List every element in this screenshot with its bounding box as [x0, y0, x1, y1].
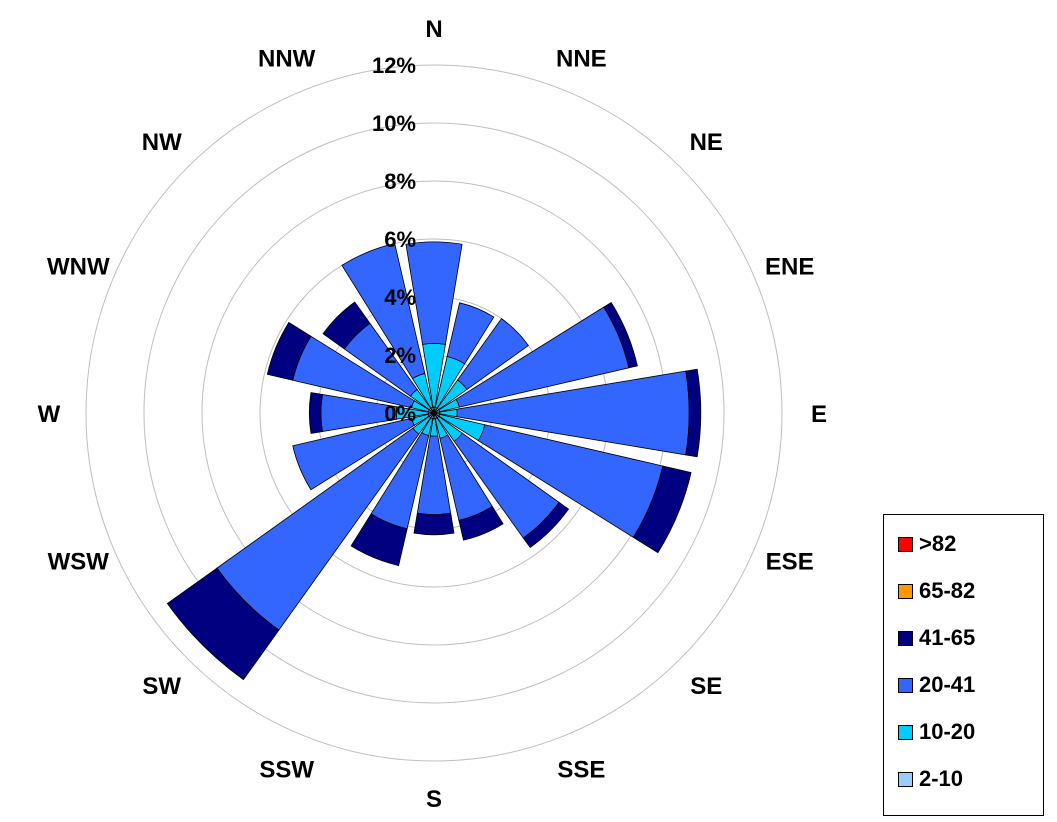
legend-item: 10-20: [898, 717, 975, 747]
radial-tick-label: 10%: [372, 111, 416, 136]
legend-item: 41-65: [898, 623, 975, 653]
legend-item: >82: [898, 529, 956, 559]
petal-n-s3: [405, 241, 463, 345]
direction-label-s: S: [426, 786, 442, 813]
radial-tick-label: 4%: [384, 285, 416, 310]
petal-ne-s3: [457, 318, 529, 390]
legend-swatch: [898, 583, 913, 599]
radial-tick-label: 2%: [384, 343, 416, 368]
direction-label-e: E: [811, 401, 827, 428]
radial-tick-label: 12%: [372, 53, 416, 78]
direction-label-wnw: WNW: [47, 254, 110, 281]
grid-ring: [85, 64, 783, 762]
legend-label: 41-65: [919, 625, 976, 650]
direction-label-nw: NW: [142, 129, 182, 156]
direction-label-se: SE: [690, 673, 722, 700]
legend-item: 65-82: [898, 576, 975, 606]
direction-label-nnw: NNW: [258, 45, 316, 72]
radial-tick-label: 8%: [384, 169, 416, 194]
legend-swatch: [898, 724, 913, 740]
direction-label-n: N: [425, 16, 442, 43]
radial-tick-label: 6%: [384, 227, 416, 252]
radial-tick-label: 0%: [384, 401, 416, 426]
legend-swatch: [898, 677, 913, 693]
direction-label-ene: ENE: [765, 254, 814, 281]
petal-sw-s4: [166, 567, 280, 681]
direction-label-ne: NE: [690, 129, 723, 156]
petal-nw-s4: [322, 301, 371, 350]
legend-label: >82: [919, 531, 957, 556]
direction-label-sse: SSE: [557, 757, 605, 784]
petal-wsw-s3: [292, 417, 415, 491]
direction-label-wsw: WSW: [48, 548, 110, 575]
direction-label-ssw: SSW: [259, 757, 314, 784]
petal-e-s4: [685, 368, 702, 458]
petal-nne-s3: [446, 302, 495, 365]
petal-ese-s4: [632, 465, 692, 554]
legend-label: 65-82: [919, 578, 976, 603]
petal-wnw-s4: [266, 321, 312, 381]
petal-w-s4: [308, 392, 323, 434]
direction-label-ese: ESE: [766, 548, 814, 575]
direction-label-sw: SW: [142, 673, 181, 700]
petal-ene-s4: [603, 301, 638, 369]
legend: >82 65-82 41-65 20-41 10-20 2-10: [883, 514, 1044, 816]
legend-label: 2-10: [919, 766, 964, 791]
petal-s-s4: [413, 512, 455, 536]
legend-swatch: [898, 536, 913, 552]
legend-label: 10-20: [919, 719, 976, 744]
direction-label-nne: NNE: [556, 45, 607, 72]
legend-swatch: [898, 771, 913, 787]
legend-item: 2-10: [898, 764, 963, 794]
direction-label-w: W: [38, 401, 61, 428]
direction-labels: N NNE NE ENE E ESE SE SSE S SSW SW WSW W WNW NW NNW: [38, 16, 827, 813]
petal-nnw-s3: [341, 243, 426, 380]
wind-rose-petals: [166, 241, 702, 681]
legend-label: 20-41: [919, 672, 976, 697]
petal-sse-s4: [458, 505, 504, 541]
grid-ring: [143, 122, 725, 704]
legend-swatch: [898, 630, 913, 646]
petal-ssw-s4: [350, 513, 408, 567]
legend-item: 20-41: [898, 670, 975, 700]
petal-se-s4: [522, 501, 570, 549]
radial-tick-labels: 0% 2% 4% 6% 8% 10% 12%: [372, 53, 416, 426]
